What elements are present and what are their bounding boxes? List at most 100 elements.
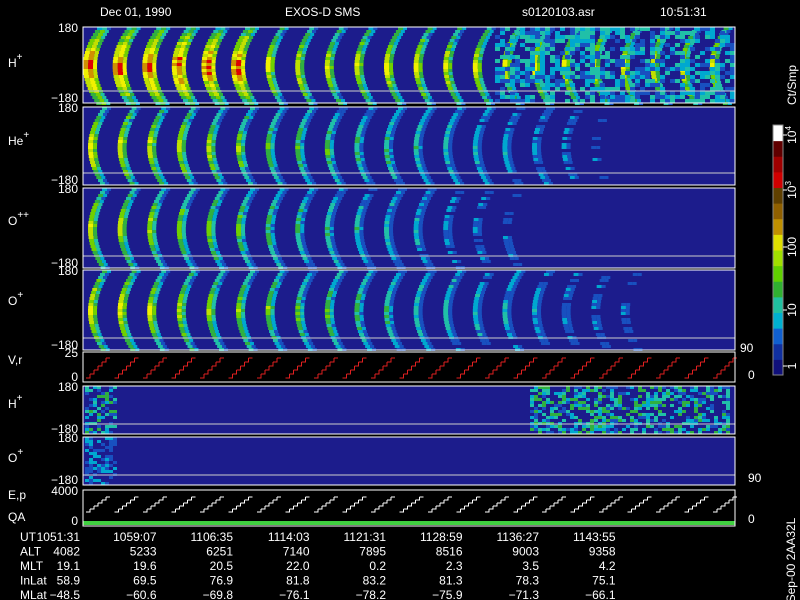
spectrogram-cell <box>218 282 223 285</box>
spectrogram-cell <box>525 59 530 63</box>
spectrogram-cell <box>176 63 182 66</box>
spectrogram-cell <box>157 113 163 116</box>
spectrogram-cell <box>728 27 733 30</box>
spectrogram-cell <box>181 230 186 233</box>
spectrogram-cell <box>472 146 478 149</box>
spectrogram-cell <box>605 31 610 35</box>
spectrogram-cell <box>120 36 126 39</box>
spectrogram-cell <box>142 72 148 75</box>
spectrogram-cell <box>183 173 189 176</box>
spectrogram-cell <box>338 27 344 30</box>
spectrogram-cell <box>284 188 289 191</box>
spectrogram-cell <box>432 27 437 30</box>
spectrogram-cell <box>607 99 612 102</box>
spectrogram-cell <box>622 419 626 422</box>
spectrogram-cell <box>417 330 423 333</box>
spectrogram-cell <box>237 297 243 300</box>
spectrogram-cell <box>545 342 550 345</box>
spectrogram-cell <box>182 285 188 288</box>
spectrogram-cell <box>655 63 660 66</box>
spectrogram-cell <box>145 48 151 51</box>
spectrogram-cell <box>578 431 582 434</box>
spectrogram-cell <box>93 143 98 146</box>
spectrogram-cell <box>429 345 434 348</box>
spectrogram-cell <box>185 45 190 48</box>
spectrogram-cell <box>567 137 572 140</box>
spectrogram-cell <box>545 51 550 55</box>
spectrogram-cell <box>618 419 622 422</box>
spectrogram-cell <box>328 84 334 87</box>
spectrogram-cell <box>714 416 718 419</box>
spectrogram-cell <box>505 128 511 131</box>
spectrogram-cell <box>296 215 302 218</box>
spectrogram-cell <box>211 251 217 254</box>
spectrogram-cell <box>698 419 702 422</box>
spectrogram-cell <box>109 395 113 398</box>
spectrogram-cell <box>243 81 248 84</box>
spectrogram-cell <box>455 30 461 33</box>
spectrogram-cell <box>274 330 279 333</box>
spectrogram-cell <box>698 431 702 434</box>
spectrogram-cell <box>181 87 187 90</box>
spectrogram-cell <box>270 233 275 236</box>
spectrogram-cell <box>725 71 730 75</box>
spectrogram-cell <box>503 321 509 324</box>
spectrogram-cell <box>615 31 620 35</box>
spectrogram-cell <box>709 60 715 63</box>
spectrogram-cell <box>454 39 459 42</box>
spectrogram-cell <box>596 146 601 149</box>
spectrogram-cell <box>89 242 95 245</box>
panel-frame <box>82 385 736 435</box>
spectrogram-cell <box>150 248 156 251</box>
spectrogram-cell <box>606 425 610 428</box>
spectrogram-cell <box>512 333 517 336</box>
spectrogram-cell <box>630 27 635 31</box>
spectrogram-cell <box>204 84 210 87</box>
spectrogram-cell <box>646 392 650 395</box>
spectrogram-cell <box>296 134 302 137</box>
spectrogram-cell <box>120 48 126 51</box>
spectrogram-cell <box>129 173 134 176</box>
spectrogram-cell <box>177 140 183 143</box>
spectrogram-cell <box>161 342 166 345</box>
spectrogram-cell <box>105 455 109 458</box>
spectrogram-cell <box>420 257 426 260</box>
spectrogram-cell <box>714 42 720 45</box>
spectrogram-cell <box>114 51 120 54</box>
spectrogram-cell <box>362 197 368 200</box>
spectrogram-cell <box>422 45 427 48</box>
spectrogram-cell <box>481 342 487 345</box>
spectrogram-cell <box>533 158 539 161</box>
spectrogram-cell <box>478 140 483 143</box>
spectrogram-cell <box>206 152 212 155</box>
spectrogram-cell <box>542 419 546 422</box>
spectrogram-cell <box>478 60 483 63</box>
spectrogram-cell <box>455 93 460 96</box>
spectrogram-cell <box>606 395 610 398</box>
spectrogram-cell <box>504 242 510 245</box>
spectrogram-cell <box>182 233 187 236</box>
spectrogram-cell <box>388 288 394 291</box>
spectrogram-cell <box>179 164 185 167</box>
spectrogram-cell <box>558 401 562 404</box>
spectrogram-cell <box>388 87 394 90</box>
spectrogram-cell <box>238 81 244 84</box>
spectrogram-cell <box>128 203 133 206</box>
spectrogram-cell <box>359 146 364 149</box>
spectrogram-cell <box>90 128 96 131</box>
spectrogram-cell <box>97 87 102 90</box>
spectrogram-cell <box>212 321 217 324</box>
spectrogram-cell <box>690 67 695 71</box>
spectrogram-cell <box>634 419 638 422</box>
spectrogram-cell <box>295 230 301 233</box>
spectrogram-cell <box>180 248 186 251</box>
spectrogram-cell <box>270 42 276 45</box>
spectrogram-cell <box>366 173 371 176</box>
spectrogram-cell <box>478 170 484 173</box>
spectrogram-cell <box>448 303 453 306</box>
spectrogram-cell <box>430 191 435 194</box>
spectrogram-cell <box>640 87 645 91</box>
spectrogram-cell <box>620 306 626 309</box>
spectrogram-cell <box>389 42 395 45</box>
spectrogram-cell <box>594 48 600 51</box>
